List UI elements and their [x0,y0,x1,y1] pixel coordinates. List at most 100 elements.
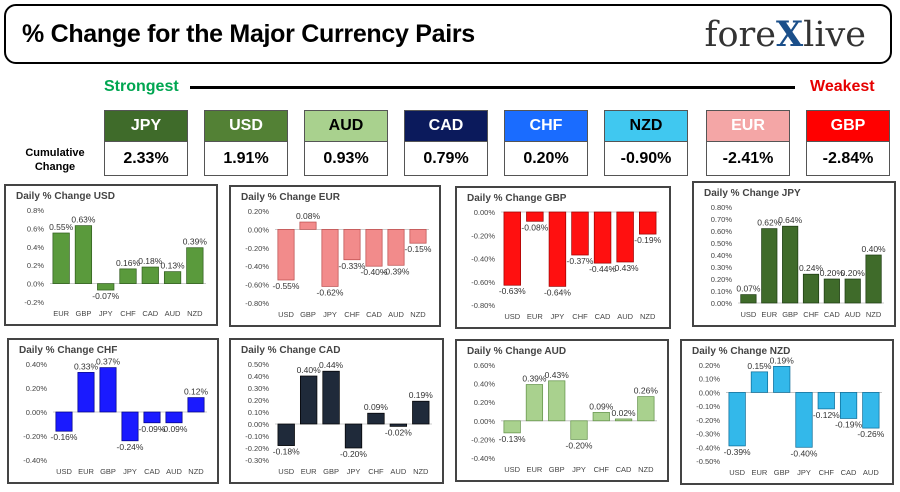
data-label: -0.13% [499,434,526,444]
category-label: CAD [144,467,160,476]
currency-code: CAD [404,110,488,142]
data-label: -0.19% [835,419,862,429]
y-tick-label: 0.10% [248,408,270,417]
bar-jpy [121,411,139,442]
chart-title: Daily % Change CAD [241,345,341,356]
y-tick-label: 0.70% [711,215,733,224]
y-tick-label: -0.80% [245,299,269,308]
y-tick-label: 0.10% [711,287,733,296]
data-label: 0.18% [138,256,163,266]
category-label: EUR [53,309,69,318]
bar-usd [503,211,521,286]
data-label: -0.12% [813,410,840,420]
data-label: 0.33% [74,361,99,371]
category-label: NZD [187,309,203,318]
bar-chart: 0.00% 0.10% 0.20% 0.30% 0.40% 0.50% 0.60% 0.70%… [711,203,886,319]
category-label: CHF [368,467,384,476]
y-tick-label: 0.00% [699,388,721,397]
bar-jpy [570,420,588,440]
bar-cad [143,411,161,424]
category-label: USD [278,310,294,319]
currency-code: NZD [604,110,688,142]
weakest-label: Weakest [810,78,875,95]
bar-gbp [782,225,799,304]
bar-aud [165,411,183,424]
category-label: JPY [99,309,113,318]
data-label: 0.44% [319,360,344,370]
bar-aud [387,229,405,266]
y-tick-label: -0.40% [245,262,269,271]
y-tick-label: -0.40% [471,255,495,264]
cumulative-value: -0.90% [604,142,688,176]
data-label: -0.62% [317,287,344,297]
y-tick-label: 0.0% [27,280,44,289]
bar-chart: -0.2% 0.0% 0.2% 0.4% 0.6% 0.8% 0.55% EUR 0.63% GB… [24,206,207,318]
y-tick-label: -0.20% [471,435,495,444]
bar-chart: -0.80% -0.60% -0.40% -0.20% 0.00% -0.63% USD -0… [471,208,661,321]
chart-title: Daily % Change EUR [241,192,340,203]
data-label: 0.19% [409,390,434,400]
category-label: CAD [824,310,840,319]
bar-chf [592,412,610,422]
bar-nzd [639,211,657,235]
bar-chart: -0.40% -0.20% 0.00% 0.20% 0.40% 0.60% -0.13% US… [471,361,658,474]
category-label: CHF [803,310,819,319]
y-tick-label: -0.20% [471,231,495,240]
bar-chf [367,412,385,425]
currency-rank-jpy: JPY 2.33% [104,110,188,176]
category-label: GBP [300,310,316,319]
y-tick-label: 0.00% [248,225,270,234]
data-label: 0.63% [71,215,96,225]
category-label: EUR [301,467,317,476]
category-label: CHF [344,310,360,319]
forexlive-logo: foreXlive [704,14,866,55]
header-box: % Change for the Major Currency Pairs fo… [4,4,892,64]
currency-code: EUR [706,110,790,142]
data-label: -0.02% [385,427,412,437]
data-label: -0.44% [589,264,616,274]
data-label: 0.40% [297,365,322,375]
bar-nzd [412,400,430,425]
data-label: 0.20% [820,268,845,278]
category-label: NZD [413,467,429,476]
data-label: 0.39% [522,374,547,384]
y-tick-label: -0.40% [696,443,720,452]
data-label: -0.37% [567,256,594,266]
cumulative-value: -2.41% [706,142,790,176]
data-label: 0.55% [49,222,74,232]
data-label: -0.20% [566,440,593,450]
data-label: -0.15% [405,244,432,254]
y-tick-label: 0.4% [27,243,44,252]
y-tick-label: 0.00% [474,417,496,426]
category-label: USD [56,467,72,476]
category-label: AUD [166,467,182,476]
category-label: CAD [142,309,158,318]
category-label: AUD [617,312,633,321]
bar-chart: -0.30% -0.20% -0.10% 0.00% 0.10% 0.20% 0.30% 0.… [245,360,434,476]
y-tick-label: 0.10% [699,375,721,384]
data-label: -0.20% [340,449,367,459]
data-label: 0.13% [161,261,186,271]
bar-nzd [865,254,882,304]
data-label: -0.26% [857,429,884,439]
y-tick-label: 0.60% [711,227,733,236]
category-label: GBP [100,467,116,476]
y-tick-label: 0.00% [26,408,48,417]
y-tick-label: -0.80% [471,301,495,310]
category-label: CAD [366,310,382,319]
category-label: CAD [595,312,611,321]
data-label: 0.24% [799,263,824,273]
bar-usd [728,392,746,447]
bar-gbp [773,366,791,393]
cumulative-value: -2.84% [806,142,890,176]
category-label: USD [278,467,294,476]
bar-eur [77,372,95,413]
bar-jpy [321,229,339,287]
bar-gbp [99,367,117,413]
bar-chf [119,268,137,284]
category-label: JPY [123,467,137,476]
data-label: 0.07% [736,284,761,294]
data-label: -0.33% [339,261,366,271]
category-label: AUD [863,468,879,477]
bar-aud [844,278,861,304]
